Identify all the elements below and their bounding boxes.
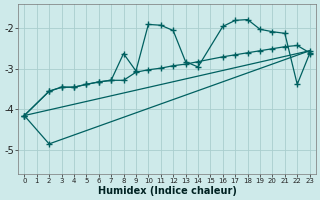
X-axis label: Humidex (Indice chaleur): Humidex (Indice chaleur) [98,186,236,196]
